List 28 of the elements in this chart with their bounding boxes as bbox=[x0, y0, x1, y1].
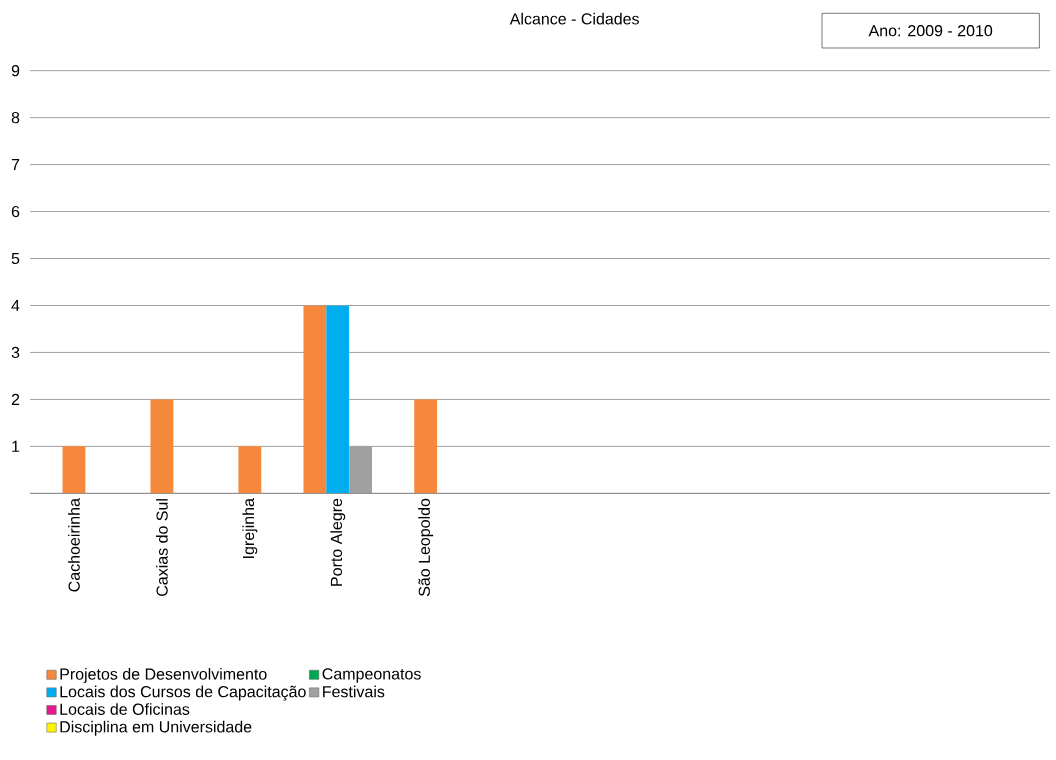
x-tick-label: Cachoeirinha bbox=[68, 498, 80, 592]
legend-label: Disciplina em Universidade bbox=[60, 720, 252, 736]
y-tick-label: 2 bbox=[11, 393, 20, 405]
y-tick-label: 5 bbox=[11, 252, 20, 265]
y-tick-label: 9 bbox=[11, 65, 20, 77]
y-tick-label: 3 bbox=[11, 346, 20, 359]
bar bbox=[414, 399, 438, 494]
x-tick-label: Caxias do Sul bbox=[156, 499, 168, 596]
y-tick-label: 1 bbox=[12, 440, 20, 452]
x-tick-label: São Leopoldo bbox=[418, 498, 434, 597]
text: Ano: 2009 - 2010 bbox=[868, 25, 993, 37]
x-tick-label: Igrejinha bbox=[242, 498, 258, 558]
legend-label: Festivais bbox=[323, 685, 385, 698]
legend-label: Projetos de Desenvolvimento bbox=[60, 668, 267, 683]
bar bbox=[62, 446, 86, 494]
text: Alcance - Cidades bbox=[509, 12, 639, 25]
legend-label: Campeonatos bbox=[322, 668, 421, 683]
bar bbox=[349, 446, 373, 494]
legend-label: Locais dos Cursos de Capacitação bbox=[60, 685, 306, 701]
y-tick-label: 4 bbox=[11, 299, 20, 311]
x-tick-label: Porto Alegre bbox=[330, 498, 346, 586]
bar bbox=[238, 446, 262, 494]
bar bbox=[150, 399, 174, 494]
y-tick-label: 7 bbox=[11, 159, 20, 171]
y-tick-label: 6 bbox=[11, 205, 20, 218]
y-tick-label: 8 bbox=[11, 111, 20, 124]
bar bbox=[326, 305, 350, 494]
legend-label: Locais de Oficinas bbox=[60, 703, 190, 715]
